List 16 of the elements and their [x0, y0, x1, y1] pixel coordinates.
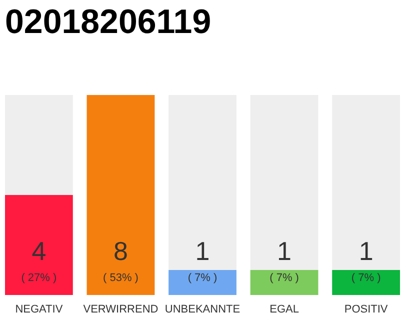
- x-tick-label: POSITIV: [344, 304, 388, 316]
- x-tick-label: UNBEKANNTE: [164, 304, 240, 316]
- data-label: 8: [113, 236, 128, 266]
- x-tick-label: NEGATIV: [15, 304, 64, 316]
- annotation: ( 7% ): [188, 272, 218, 284]
- chart-title: 02018206119: [5, 3, 212, 41]
- annotation: ( 27% ): [21, 272, 57, 284]
- data-label: 1: [195, 236, 210, 266]
- annotation: ( 53% ): [102, 272, 138, 284]
- data-label: 1: [277, 236, 292, 266]
- annotation: ( 7% ): [351, 272, 381, 284]
- data-label: 1: [358, 236, 374, 266]
- x-tick-label: VERWIRREND: [83, 304, 158, 316]
- annotation: ( 7% ): [270, 272, 299, 284]
- x-tick-label: EGAL: [270, 304, 299, 316]
- data-label: 4: [32, 236, 46, 266]
